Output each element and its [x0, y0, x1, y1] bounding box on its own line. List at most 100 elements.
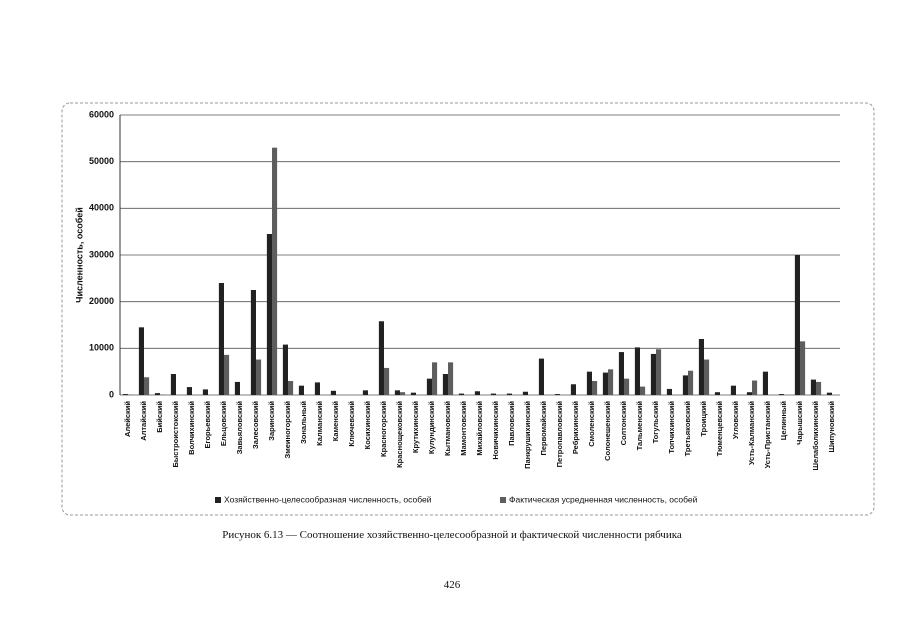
chart-frame [61, 102, 875, 516]
bar [794, 255, 800, 395]
bar [624, 378, 630, 395]
legend-swatch [500, 497, 506, 503]
x-tick-label: Шипуновский [827, 401, 836, 453]
x-tick-label: Чарышский [795, 401, 804, 445]
y-axis-label: Численность, особей [74, 207, 84, 303]
x-tick-label: Тальменский [635, 401, 644, 451]
x-tick-label: Солтонский [619, 401, 628, 446]
bar [138, 327, 144, 395]
bar [442, 374, 448, 395]
x-tick-label: Краснощековский [395, 401, 404, 468]
bar [432, 362, 438, 395]
bar [682, 375, 688, 395]
bar [250, 290, 256, 395]
x-tick-label: Павловский [507, 401, 516, 446]
x-tick-label: Волчихинский [187, 401, 196, 455]
bar [234, 381, 240, 395]
bar [506, 393, 512, 395]
x-tick-label: Мамонтовский [459, 401, 468, 456]
bar [122, 394, 128, 395]
bar [538, 358, 544, 395]
bar [218, 283, 224, 395]
x-tick-label: Усть-Пристанский [763, 401, 772, 469]
bar [554, 394, 560, 395]
bar [288, 381, 294, 395]
bar [826, 392, 832, 395]
x-tick-label: Кытмановский [443, 401, 452, 456]
bar [762, 371, 768, 395]
bar [704, 359, 710, 395]
y-tick-label: 30000 [89, 249, 114, 259]
x-tick-label: Тюменцевский [715, 401, 724, 457]
bar [256, 359, 262, 395]
x-tick-label: Бийский [155, 401, 164, 433]
bar [656, 349, 662, 395]
x-tick-label: Алейский [123, 401, 132, 437]
y-tick-label: 10000 [89, 343, 114, 353]
y-tick-label: 20000 [89, 296, 114, 306]
bar [746, 392, 752, 395]
x-tick-label: Усть-Калманский [747, 401, 756, 465]
bar [592, 381, 598, 395]
x-tick-label: Быстроистокский [171, 401, 180, 468]
x-tick-label: Каменский [331, 401, 340, 442]
bar [778, 394, 784, 395]
x-tick-label: Ключевский [347, 401, 356, 447]
bar [816, 381, 822, 395]
x-tick-label: Заринский [267, 401, 276, 441]
bar [474, 391, 480, 395]
x-tick-label: Топчихинский [667, 401, 676, 454]
x-tick-label: Первомайский [539, 401, 548, 456]
x-tick-label: Солонешенский [603, 401, 612, 461]
bar [570, 384, 576, 395]
bar [618, 352, 624, 395]
bar [640, 386, 646, 395]
x-tick-label: Змеиногорский [283, 401, 292, 459]
bar [586, 371, 592, 395]
bar [224, 354, 230, 395]
x-tick-label: Кулундинский [427, 401, 436, 454]
bar [522, 391, 528, 395]
bar [458, 393, 464, 395]
bar [400, 392, 406, 395]
bar [298, 385, 304, 395]
x-tick-label: Ельцовский [219, 401, 228, 447]
x-tick-label: Панкрушихинский [523, 401, 532, 469]
bar [410, 392, 416, 395]
bar [272, 147, 278, 395]
bar [714, 392, 720, 395]
x-tick-label: Петропавловский [555, 401, 564, 468]
x-tick-label: Завьяловский [235, 401, 244, 455]
bar [144, 377, 150, 395]
x-tick-label: Крутихинский [411, 401, 420, 453]
x-tick-label: Косихинский [363, 401, 372, 450]
page-number: 426 [444, 579, 461, 591]
bar [666, 388, 672, 395]
bar [170, 374, 176, 395]
x-tick-label: Зональный [299, 401, 308, 444]
legend-swatch [215, 497, 221, 503]
y-tick-label: 50000 [89, 156, 114, 166]
bar [378, 321, 384, 395]
x-tick-label: Троицкий [699, 401, 708, 437]
bar [394, 390, 400, 395]
bar [698, 339, 704, 395]
bar [730, 385, 736, 395]
x-tick-label: Алтайский [139, 401, 148, 441]
bar [688, 370, 694, 395]
x-tick-label: Егорьевский [203, 401, 212, 449]
bar [426, 378, 432, 395]
bar [314, 382, 320, 395]
legend-label: Фактическая усредненная численность, осо… [509, 494, 698, 504]
bar [602, 372, 608, 395]
bar [330, 390, 336, 395]
caption: Рисунок 6.13 — Соотношение хозяйственно-… [222, 529, 682, 541]
bar [810, 379, 816, 395]
bar [362, 390, 368, 395]
bar [384, 367, 390, 395]
bar [202, 389, 208, 395]
x-tick-label: Новичихинский [491, 401, 500, 460]
bar [186, 387, 192, 395]
bar [266, 234, 272, 395]
